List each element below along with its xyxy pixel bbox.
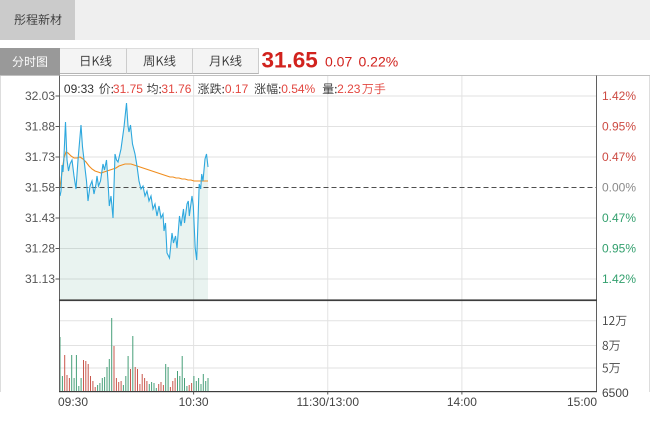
svg-text:09:33: 09:33 bbox=[64, 82, 94, 96]
svg-text:2.23: 2.23 bbox=[337, 82, 361, 96]
svg-text:1.42%: 1.42% bbox=[602, 272, 636, 286]
svg-text:14:00: 14:00 bbox=[447, 395, 477, 409]
svg-text:0.00%: 0.00% bbox=[602, 181, 636, 195]
svg-text:0.95%: 0.95% bbox=[602, 242, 636, 256]
svg-text:0.07: 0.07 bbox=[325, 54, 352, 70]
svg-text:31.65: 31.65 bbox=[262, 48, 318, 73]
svg-text:32.03: 32.03 bbox=[25, 89, 55, 103]
svg-text:6500: 6500 bbox=[602, 386, 629, 400]
svg-text:31.76: 31.76 bbox=[161, 82, 191, 96]
svg-text:31.28: 31.28 bbox=[25, 242, 55, 256]
svg-text:09:30: 09:30 bbox=[58, 395, 88, 409]
svg-text:0.47%: 0.47% bbox=[602, 211, 636, 225]
svg-text:31.88: 31.88 bbox=[25, 120, 55, 134]
svg-text:0.54%: 0.54% bbox=[281, 82, 315, 96]
svg-text:10:30: 10:30 bbox=[179, 395, 209, 409]
svg-text:0.47%: 0.47% bbox=[602, 150, 636, 164]
svg-text:31.73: 31.73 bbox=[25, 150, 55, 164]
svg-text:31.75: 31.75 bbox=[113, 82, 143, 96]
svg-text:0.22%: 0.22% bbox=[359, 54, 399, 70]
svg-text:0.95%: 0.95% bbox=[602, 120, 636, 134]
svg-text:31.58: 31.58 bbox=[25, 181, 55, 195]
svg-text:31.13: 31.13 bbox=[25, 272, 55, 286]
svg-text:15:00: 15:00 bbox=[567, 395, 597, 409]
svg-text:0.17: 0.17 bbox=[225, 82, 249, 96]
svg-text:31.43: 31.43 bbox=[25, 211, 55, 225]
svg-text:1.42%: 1.42% bbox=[602, 89, 636, 103]
svg-text:11:30/13:00: 11:30/13:00 bbox=[296, 395, 359, 409]
